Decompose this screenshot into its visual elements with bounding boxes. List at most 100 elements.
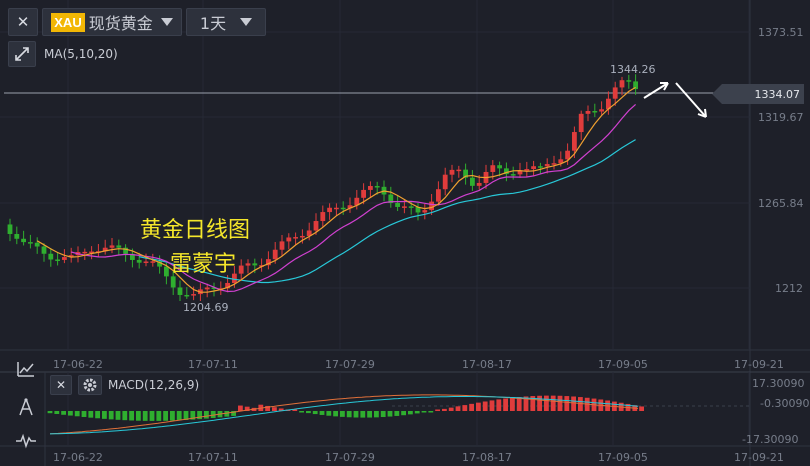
candle-body	[531, 166, 536, 170]
candle-body	[68, 255, 74, 258]
candle-body	[157, 261, 162, 267]
candle-body	[633, 81, 638, 90]
ma5-line	[36, 86, 636, 293]
candle-body	[170, 276, 176, 288]
macd-settings-button[interactable]	[78, 375, 102, 395]
candle-body	[123, 247, 128, 254]
macd-bar	[408, 411, 413, 415]
candle-body	[572, 132, 577, 151]
macd-bar	[278, 408, 284, 411]
candle-body	[619, 80, 625, 88]
candle-body	[463, 169, 468, 178]
candle-body	[626, 80, 632, 82]
arrow-down-icon	[675, 82, 707, 118]
low-price-label: 1204.69	[183, 301, 229, 314]
candle-body	[225, 282, 230, 289]
close-macd-button[interactable]: ✕	[50, 375, 72, 395]
macd-bar	[204, 411, 209, 419]
candle-body	[130, 253, 135, 260]
price-axis-label: 1373.51	[758, 26, 804, 39]
macd-bar	[176, 411, 182, 421]
arrow-up-icon	[643, 82, 669, 99]
macd-bar	[360, 411, 366, 418]
macd-bar	[197, 411, 202, 420]
close-icon: ✕	[55, 378, 67, 392]
candle-body	[490, 165, 496, 172]
macd-bar	[564, 396, 570, 411]
date-label: 17-07-29	[325, 451, 375, 464]
candle-body	[565, 150, 570, 160]
macd-bar	[469, 403, 474, 411]
candle-body	[544, 164, 550, 167]
candle-body	[300, 235, 305, 238]
candle-body	[327, 207, 332, 213]
macd-bar	[414, 411, 420, 414]
candle-body	[306, 230, 312, 236]
candle-body	[408, 206, 414, 208]
macd-bar	[537, 395, 542, 411]
candle-body	[402, 206, 407, 208]
period-selector[interactable]: 1天	[186, 8, 266, 36]
candle-body	[347, 205, 353, 209]
candle-body	[279, 241, 285, 250]
date-label: 17-09-05	[598, 451, 648, 464]
candle-body	[361, 189, 366, 198]
gear-icon	[83, 378, 97, 392]
date-label: 17-08-17	[462, 358, 512, 371]
macd-bar	[455, 406, 461, 411]
expand-icon	[15, 47, 29, 61]
date-label: 17-09-21	[734, 451, 784, 464]
macd-bar	[639, 406, 644, 411]
close-chart-button[interactable]: ✕	[8, 8, 38, 36]
macd-bar	[550, 395, 556, 411]
candle-body	[612, 87, 618, 99]
macd-bar	[340, 411, 345, 417]
fullscreen-button[interactable]	[8, 41, 36, 67]
indicator-button[interactable]	[10, 428, 42, 454]
chart-type-button[interactable]	[10, 356, 42, 382]
candle-body	[510, 174, 516, 176]
candle-body	[136, 259, 142, 263]
pulse-icon	[16, 433, 36, 449]
macd-indicator-label: MACD(12,26,9)	[108, 378, 200, 392]
macd-bar	[231, 411, 236, 416]
macd-bar	[387, 411, 393, 417]
chevron-down-icon	[240, 18, 253, 26]
candle-body	[14, 233, 20, 239]
macd-bar	[238, 405, 243, 411]
symbol-selector[interactable]: XAU 现货黄金	[42, 8, 182, 36]
candle-body	[82, 251, 88, 254]
macd-bar	[571, 396, 576, 411]
candle-body	[238, 265, 244, 274]
macd-bar	[163, 411, 168, 421]
macd-axis-label: -17.30090	[742, 433, 799, 446]
macd-bar	[136, 411, 141, 421]
macd-bar	[142, 411, 148, 421]
candle-body	[184, 294, 190, 297]
date-label: 17-06-22	[53, 358, 103, 371]
candle-body	[504, 168, 509, 175]
candle-body	[599, 109, 604, 112]
macd-bar	[353, 411, 359, 418]
candle-body	[102, 247, 108, 252]
candle-body	[266, 259, 271, 266]
macd-bar	[190, 411, 196, 420]
candle-body	[143, 261, 149, 263]
macd-bar	[346, 411, 352, 418]
candle-body	[164, 266, 169, 277]
macd-bar	[557, 395, 563, 411]
ma10-line	[71, 103, 637, 293]
macd-bar	[129, 411, 134, 421]
candle-body	[368, 186, 373, 190]
candle-body	[272, 249, 278, 260]
drawing-tool-button[interactable]	[10, 394, 42, 420]
compass-icon	[19, 398, 33, 416]
candle-body	[524, 169, 530, 171]
chart-line-icon	[17, 362, 34, 377]
macd-bar	[244, 406, 250, 411]
macd-bar	[544, 395, 549, 411]
macd-bar	[156, 411, 162, 421]
candle-body	[191, 294, 196, 296]
